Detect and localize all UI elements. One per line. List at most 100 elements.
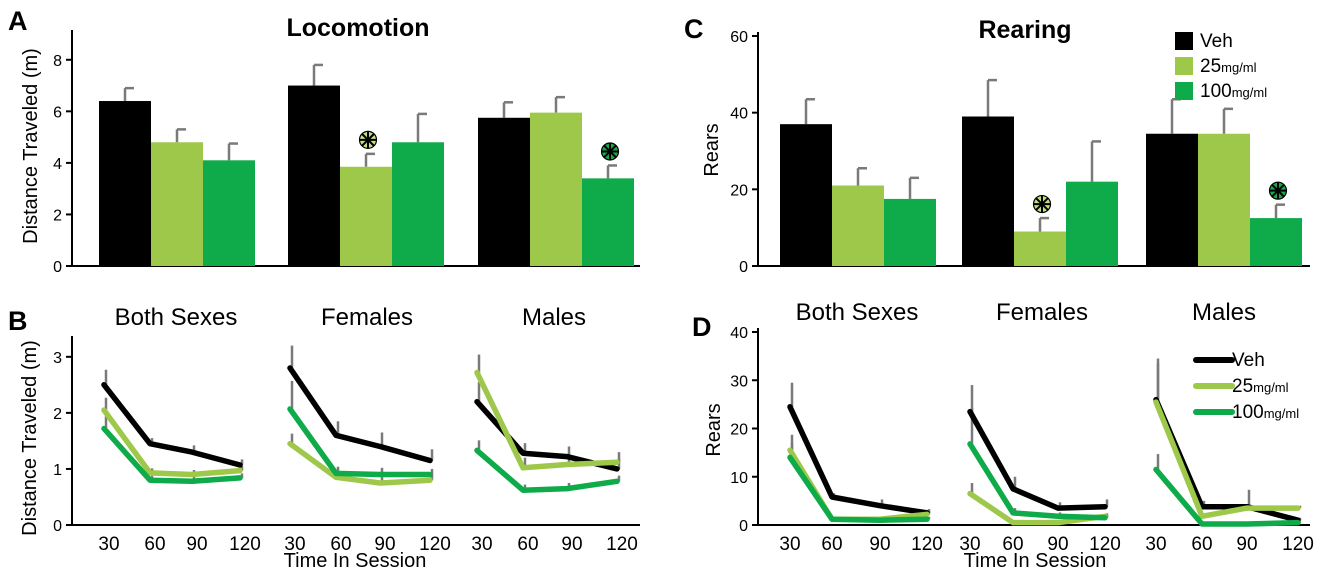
panel-a-significance-asterisk-ray bbox=[361, 133, 375, 147]
panel-b-y-tick-label: 0 bbox=[53, 518, 62, 535]
panel-b-x-tick-label: 30 bbox=[284, 534, 305, 555]
panel-d-x-tick-label: 60 bbox=[1002, 534, 1023, 555]
panel-c-legend-label-main: Veh bbox=[1200, 31, 1233, 52]
panel-d-legend-label-main: 25 bbox=[1232, 376, 1253, 397]
panel-b-x-tick-label: 30 bbox=[471, 534, 492, 555]
panel-d-y-tick-label: 20 bbox=[730, 422, 748, 439]
panel-b-subplot-title: Both Sexes bbox=[115, 304, 238, 331]
panel-a-bar bbox=[392, 142, 444, 266]
panel-a-bar bbox=[99, 101, 151, 267]
panel-d-legend-label-main: Veh bbox=[1232, 350, 1265, 371]
panel-letter-b: B bbox=[8, 306, 28, 336]
panel-c-y-tick-label: 40 bbox=[730, 106, 748, 123]
panel-b-x-tick-label: 90 bbox=[186, 534, 207, 555]
panel-d-x-tick-label: 90 bbox=[869, 534, 890, 555]
panel-a-bar bbox=[288, 85, 340, 266]
panel-d-x-axis-label: Time In Session bbox=[964, 550, 1107, 572]
panel-d-series-line bbox=[1153, 399, 1301, 520]
panel-b-series-line bbox=[474, 447, 620, 493]
panel-b-subplot-title: Males bbox=[522, 304, 586, 331]
panel-b-subplot-title: Females bbox=[321, 304, 413, 331]
panel-c-legend-label: Veh bbox=[1200, 31, 1233, 52]
panel-d-x-tick-label: 120 bbox=[1282, 534, 1314, 555]
panel-b-series-line bbox=[287, 406, 433, 478]
panel-a-significance-asterisk bbox=[358, 130, 378, 149]
panel-a-y-tick-label: 0 bbox=[53, 259, 62, 276]
panel-c-significance-asterisk bbox=[1268, 181, 1288, 200]
panel-d-x-tick-label: 30 bbox=[779, 534, 800, 555]
panel-d-y-axis-label: Rears bbox=[703, 403, 725, 456]
panel-c-bar bbox=[962, 116, 1014, 266]
panel-c-bar bbox=[832, 185, 884, 266]
panel-b-x-tick-label: 60 bbox=[144, 534, 165, 555]
panel-d-x-tick-label: 120 bbox=[911, 534, 943, 555]
panel-d-series-line bbox=[787, 404, 930, 516]
panel-c-legend-label-unit: mg/ml bbox=[1221, 60, 1257, 75]
panel-b-x-tick-label: 60 bbox=[330, 534, 351, 555]
panel-b-series-line bbox=[287, 365, 433, 464]
panel-a-y-tick-label: 8 bbox=[53, 53, 62, 70]
panel-a-title: Locomotion bbox=[286, 14, 429, 42]
panel-d-legend-label-main: 100 bbox=[1232, 402, 1264, 423]
panel-a-y-axis-label: Distance Traveled (m) bbox=[20, 48, 42, 244]
panel-c-bar bbox=[1014, 231, 1066, 266]
panel-b-y-tick-label: 3 bbox=[53, 350, 62, 367]
panel-a-bar bbox=[340, 166, 392, 266]
panel-a-significance-asterisk bbox=[600, 142, 620, 161]
panel-c-y-tick-label: 20 bbox=[730, 182, 748, 199]
panel-d-series-line bbox=[967, 441, 1108, 521]
panel-d-x-tick-label: 90 bbox=[1236, 534, 1257, 555]
panel-c-bar bbox=[1066, 181, 1118, 266]
panel-c-legend-label-main: 25 bbox=[1200, 56, 1221, 77]
panel-b-x-tick-label: 120 bbox=[606, 534, 638, 555]
panel-c-legend-label: 100mg/ml bbox=[1200, 81, 1267, 102]
panel-b-x-tick-label: 60 bbox=[517, 534, 538, 555]
panel-d-x-tick-label: 30 bbox=[959, 534, 980, 555]
panel-c-legend-label-main: 100 bbox=[1200, 81, 1232, 102]
panel-b-x-tick-label: 120 bbox=[419, 534, 451, 555]
panel-d-x-tick-label: 60 bbox=[1191, 534, 1212, 555]
panel-c-title: Rearing bbox=[978, 16, 1071, 44]
panel-c-bar bbox=[1198, 133, 1250, 266]
panel-d-subplot-title: Females bbox=[996, 299, 1088, 326]
panel-a-bar bbox=[530, 112, 582, 266]
panel-b-x-tick-label: 90 bbox=[374, 534, 395, 555]
panel-d-rearing-line-chart: Rears Time In Session 0 10 20 30 40 Both Sexe… bbox=[703, 299, 1314, 572]
panel-d-legend-label: 25mg/ml bbox=[1232, 376, 1289, 397]
panel-a-locomotion-bar-chart: Locomotion Distance Traveled (m) 0 2 4 6 8 bbox=[20, 14, 640, 276]
panel-d-x-tick-label: 120 bbox=[1089, 534, 1121, 555]
panel-letter-d: D bbox=[692, 312, 712, 342]
panel-d-y-tick-label: 30 bbox=[730, 373, 748, 390]
panel-a-y-tick-label: 2 bbox=[53, 207, 62, 224]
panel-a-y-tick-label: 6 bbox=[53, 104, 62, 121]
panel-b-series-line bbox=[101, 382, 243, 468]
panel-c-legend-label-unit: mg/ml bbox=[1232, 85, 1268, 100]
panel-d-x-tick-label: 30 bbox=[1145, 534, 1166, 555]
panel-b-x-axis-label: Time In Session bbox=[284, 550, 427, 572]
panel-letter-c: C bbox=[684, 14, 704, 44]
panel-c-significance-asterisk-ray bbox=[1035, 197, 1049, 211]
panel-d-subplot-title: Males bbox=[1192, 299, 1256, 326]
panel-b-x-tick-label: 30 bbox=[98, 534, 119, 555]
panel-a-bar bbox=[151, 142, 203, 266]
panel-c-y-tick-label: 0 bbox=[739, 259, 748, 276]
panel-c-legend-swatch bbox=[1175, 32, 1193, 50]
panel-d-series-line bbox=[967, 408, 1108, 511]
panel-c-y-tick-label: 60 bbox=[730, 29, 748, 46]
panel-d-legend-label: 100mg/ml bbox=[1232, 402, 1299, 423]
panel-d-x-tick-label: 90 bbox=[1047, 534, 1068, 555]
panel-c-bar bbox=[780, 124, 832, 267]
panel-d-x-tick-label: 60 bbox=[821, 534, 842, 555]
panel-d-y-tick-label: 10 bbox=[730, 470, 748, 487]
panel-c-significance-asterisk bbox=[1032, 194, 1052, 214]
panel-d-legend-label-unit: mg/ml bbox=[1264, 406, 1300, 421]
panel-b-series-line bbox=[287, 440, 433, 486]
panel-c-bar bbox=[1146, 133, 1198, 266]
panel-a-significance-asterisk-ray bbox=[603, 144, 617, 159]
panel-b-series-line bbox=[101, 425, 243, 485]
panel-b-y-axis-label: Distance Traveled (m) bbox=[19, 340, 41, 536]
panel-b-series-line bbox=[474, 369, 620, 471]
panel-d-legend-label-unit: mg/ml bbox=[1253, 380, 1289, 395]
